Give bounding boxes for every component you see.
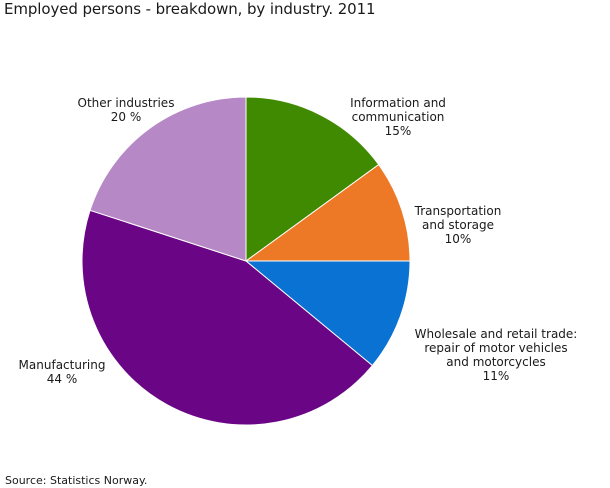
slice-label-line: 15% (385, 124, 412, 138)
slice-label-line: communication (352, 110, 445, 124)
slice-label-5: Other industries 20 % (78, 96, 175, 124)
slice-label-line: Other industries (78, 96, 175, 110)
slice-label-line: 44 % (47, 372, 78, 386)
slice-label-line: Transportation (414, 204, 502, 218)
pie-slice-4 (81, 209, 374, 426)
pie-slice-1 (245, 96, 380, 262)
pie-labels: Information and communication 15% Transport… (19, 96, 578, 386)
slice-label-line: 10% (445, 232, 472, 246)
slice-label-4: Manufacturing 44 % (19, 358, 106, 386)
pie-slice-5 (89, 96, 247, 262)
chart-title: Employed persons - breakdown, by industr… (4, 0, 376, 18)
source-note: Source: Statistics Norway. (5, 474, 148, 487)
slice-label-line: and motorcycles (446, 355, 545, 369)
slice-label-line: and storage (422, 218, 494, 232)
slice-label-line: Manufacturing (19, 358, 106, 372)
slice-label-1: Information and communication 15% (350, 96, 446, 138)
slice-label-line: 20 % (111, 110, 142, 124)
pie-slice-2 (244, 163, 411, 262)
slice-label-line: Wholesale and retail trade: (415, 327, 578, 341)
slice-label-3: Wholesale and retail trade: repair of mot… (415, 327, 578, 383)
slice-label-line: Information and (350, 96, 446, 110)
pie-slice-3 (244, 260, 411, 367)
slice-label-2: Transportation and storage 10% (414, 204, 502, 246)
slice-label-line: repair of motor vehicles (424, 341, 567, 355)
slice-label-line: 11% (483, 369, 510, 383)
pie-slices (81, 96, 411, 426)
